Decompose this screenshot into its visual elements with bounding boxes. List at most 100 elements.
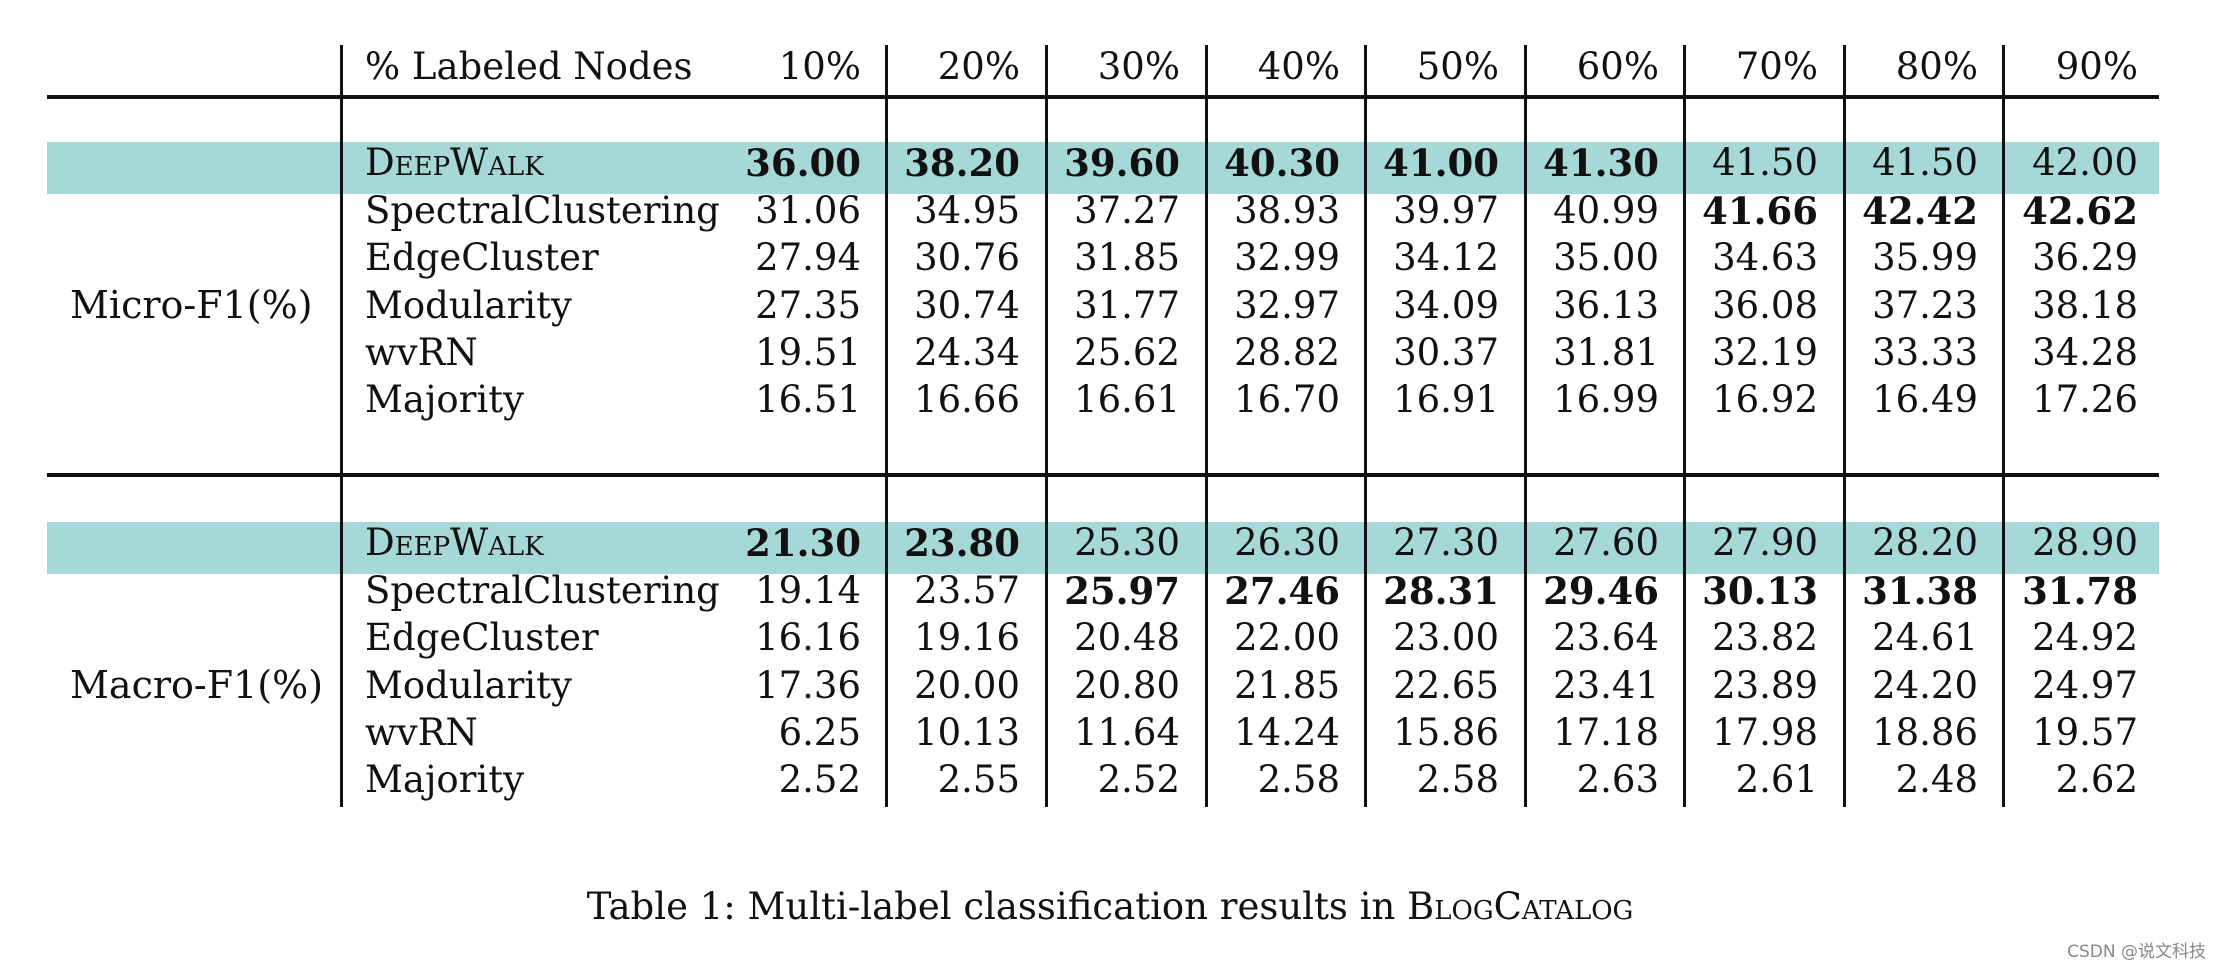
value-cell: 38.20 xyxy=(904,141,1020,185)
value-cell: 28.20 xyxy=(1872,521,1978,564)
value-cell: 41.50 xyxy=(1712,141,1818,184)
value-cell: 35.00 xyxy=(1553,236,1659,279)
value-cell: 20.00 xyxy=(914,664,1020,707)
value-cell: 16.51 xyxy=(755,378,861,421)
value-cell: 17.26 xyxy=(2032,378,2138,421)
caption-dataset: BlogCatalog xyxy=(1407,885,1634,928)
value-cell: 41.00 xyxy=(1383,141,1499,185)
column-divider xyxy=(1364,45,1367,807)
value-cell: 32.19 xyxy=(1712,331,1818,374)
value-cell: 31.38 xyxy=(1862,569,1978,613)
value-cell: 31.85 xyxy=(1074,236,1180,279)
value-cell: 30.13 xyxy=(1702,569,1818,613)
value-cell: 16.91 xyxy=(1393,378,1499,421)
value-cell: 20.48 xyxy=(1074,616,1180,659)
value-cell: 2.52 xyxy=(778,758,861,801)
value-cell: 19.51 xyxy=(755,331,861,374)
value-cell: 27.46 xyxy=(1224,569,1340,613)
value-cell: 38.18 xyxy=(2032,284,2138,327)
value-cell: 34.28 xyxy=(2032,331,2138,374)
value-cell: 30.37 xyxy=(1393,331,1499,374)
value-cell: 32.99 xyxy=(1234,236,1340,279)
value-cell: 16.70 xyxy=(1234,378,1340,421)
value-cell: 24.61 xyxy=(1872,616,1978,659)
value-cell: 40.99 xyxy=(1553,189,1659,232)
value-cell: 38.93 xyxy=(1234,189,1340,232)
column-divider xyxy=(1205,45,1208,807)
method-name: wvRN xyxy=(365,711,478,754)
method-name: DeepWalk xyxy=(365,141,544,184)
value-cell: 17.18 xyxy=(1553,711,1659,754)
column-divider xyxy=(1524,45,1527,807)
value-cell: 24.20 xyxy=(1872,664,1978,707)
value-cell: 41.66 xyxy=(1702,189,1818,233)
method-name: wvRN xyxy=(365,331,478,374)
value-cell: 41.30 xyxy=(1543,141,1659,185)
value-cell: 34.95 xyxy=(914,189,1020,232)
value-cell: 2.63 xyxy=(1576,758,1659,801)
value-cell: 40.30 xyxy=(1224,141,1340,185)
value-cell: 27.60 xyxy=(1553,521,1659,564)
value-cell: 35.99 xyxy=(1872,236,1978,279)
value-cell: 16.66 xyxy=(914,378,1020,421)
value-cell: 27.94 xyxy=(755,236,861,279)
value-cell: 18.86 xyxy=(1872,711,1978,754)
value-cell: 23.41 xyxy=(1553,664,1659,707)
value-cell: 32.97 xyxy=(1234,284,1340,327)
column-header: 30% xyxy=(1097,45,1180,88)
value-cell: 37.27 xyxy=(1074,189,1180,232)
column-divider xyxy=(1045,45,1048,807)
value-cell: 33.33 xyxy=(1872,331,1978,374)
value-cell: 16.99 xyxy=(1553,378,1659,421)
column-header: 70% xyxy=(1735,45,1818,88)
value-cell: 34.09 xyxy=(1393,284,1499,327)
value-cell: 2.58 xyxy=(1257,758,1340,801)
value-cell: 2.52 xyxy=(1097,758,1180,801)
method-name: EdgeCluster xyxy=(365,236,599,279)
value-cell: 21.30 xyxy=(745,521,861,565)
value-cell: 16.92 xyxy=(1712,378,1818,421)
value-cell: 23.82 xyxy=(1712,616,1818,659)
value-cell: 2.61 xyxy=(1735,758,1818,801)
method-name: SpectralClustering xyxy=(365,569,720,612)
value-cell: 19.57 xyxy=(2032,711,2138,754)
value-cell: 23.80 xyxy=(904,521,1020,565)
column-header: 60% xyxy=(1576,45,1659,88)
value-cell: 37.23 xyxy=(1872,284,1978,327)
value-cell: 2.58 xyxy=(1416,758,1499,801)
value-cell: 19.14 xyxy=(755,569,861,612)
column-divider xyxy=(340,45,343,807)
watermark: CSDN @说文科技 xyxy=(2067,942,2206,962)
value-cell: 26.30 xyxy=(1234,521,1340,564)
value-cell: 16.16 xyxy=(755,616,861,659)
value-cell: 14.24 xyxy=(1234,711,1340,754)
value-cell: 2.55 xyxy=(937,758,1020,801)
value-cell: 11.64 xyxy=(1074,711,1180,754)
value-cell: 15.86 xyxy=(1393,711,1499,754)
highlight-band xyxy=(47,522,2159,574)
value-cell: 17.98 xyxy=(1712,711,1818,754)
method-name: Modularity xyxy=(365,664,572,707)
value-cell: 36.13 xyxy=(1553,284,1659,327)
value-cell: 41.50 xyxy=(1872,141,1978,184)
value-cell: 27.30 xyxy=(1393,521,1499,564)
value-cell: 34.12 xyxy=(1393,236,1499,279)
caption-prefix: Table 1: Multi-label classification resu… xyxy=(586,885,1408,928)
metric-group-label: Micro-F1(%) xyxy=(70,283,313,327)
method-name: Majority xyxy=(365,758,524,801)
value-cell: 31.78 xyxy=(2022,569,2138,613)
value-cell: 42.62 xyxy=(2022,189,2138,233)
value-cell: 23.64 xyxy=(1553,616,1659,659)
value-cell: 28.90 xyxy=(2032,521,2138,564)
value-cell: 16.61 xyxy=(1074,378,1180,421)
value-cell: 28.31 xyxy=(1383,569,1499,613)
value-cell: 23.89 xyxy=(1712,664,1818,707)
metric-group-label: Macro-F1(%) xyxy=(70,663,324,707)
value-cell: 39.60 xyxy=(1064,141,1180,185)
value-cell: 36.00 xyxy=(745,141,861,185)
column-divider xyxy=(1843,45,1846,807)
value-cell: 20.80 xyxy=(1074,664,1180,707)
header-label: % Labeled Nodes xyxy=(365,45,693,88)
value-cell: 39.97 xyxy=(1393,189,1499,232)
method-name: Majority xyxy=(365,378,524,421)
